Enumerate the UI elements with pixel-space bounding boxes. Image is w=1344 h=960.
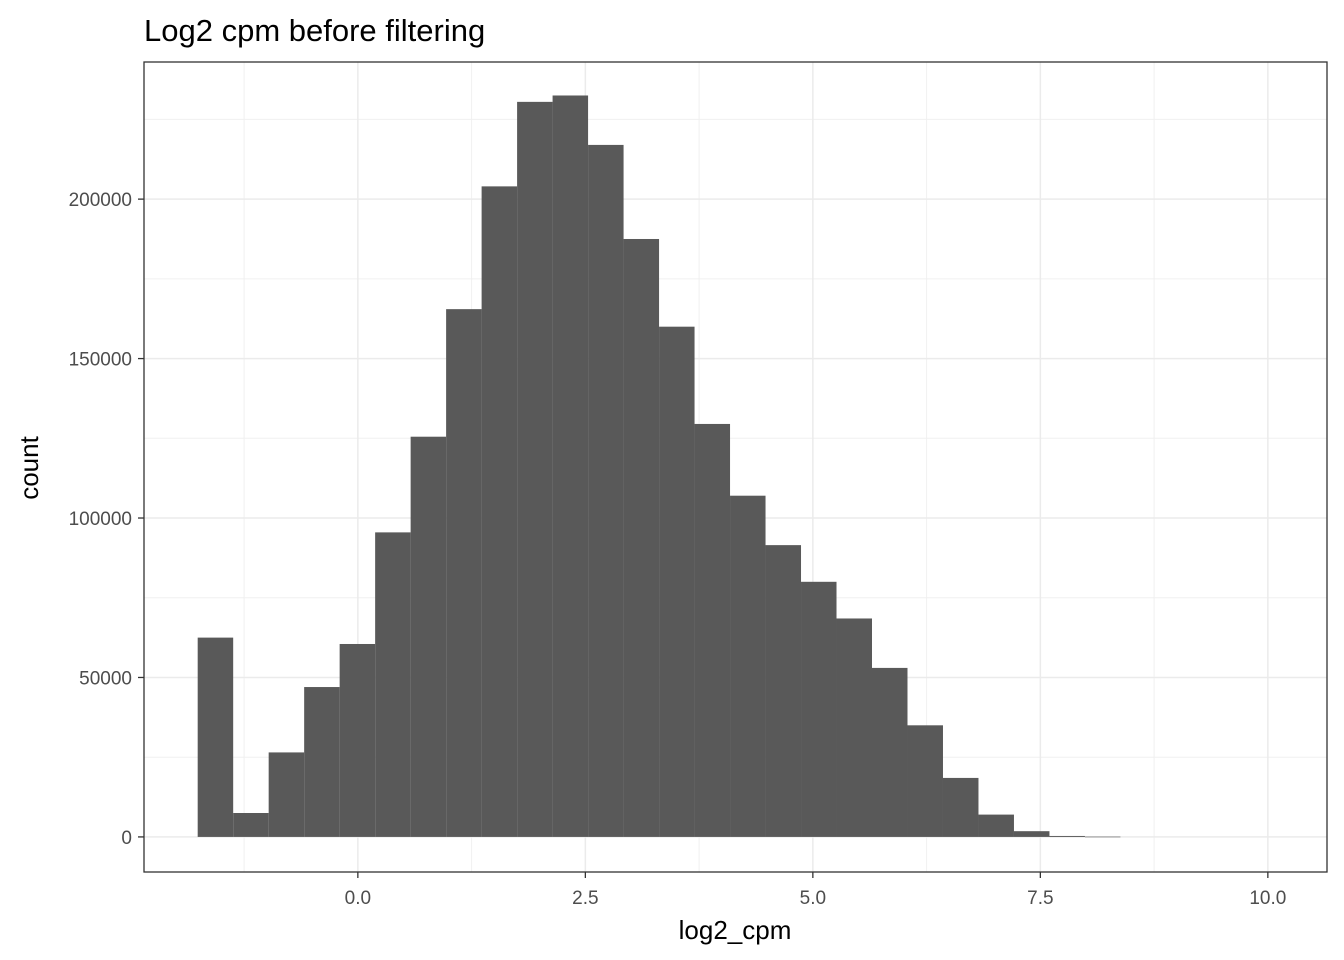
histogram-bar xyxy=(339,643,376,837)
histogram-bar xyxy=(517,101,553,837)
histogram-bar xyxy=(836,618,872,837)
y-tick-label: 100000 xyxy=(69,509,132,530)
histogram-bar xyxy=(1013,831,1050,837)
histogram-bar xyxy=(694,423,731,837)
y-axis: 0 50000 100000 150000 200000 xyxy=(69,190,144,849)
chart-title: Log2 cpm before filtering xyxy=(144,13,485,48)
histogram-bar xyxy=(446,309,482,837)
histogram-bar xyxy=(872,667,908,837)
x-axis: 0.0 2.5 5.0 7.5 10.0 xyxy=(345,872,1286,909)
histogram-bar xyxy=(765,545,802,837)
histogram-bar xyxy=(1084,836,1121,838)
x-tick-label: 0.0 xyxy=(345,888,371,909)
histogram-bar xyxy=(978,814,1014,837)
y-tick-label: 50000 xyxy=(79,668,132,689)
x-tick-label: 10.0 xyxy=(1249,888,1286,909)
histogram-bar xyxy=(410,436,447,837)
panel-border xyxy=(143,61,1328,873)
histogram-bar xyxy=(801,581,837,837)
histogram-bars xyxy=(197,95,1121,838)
histogram-bar xyxy=(588,144,624,837)
x-tick-label: 2.5 xyxy=(572,888,598,909)
y-tick-label: 150000 xyxy=(69,350,132,371)
histogram-bar xyxy=(197,637,234,837)
histogram-bar xyxy=(730,495,766,837)
y-tick-label: 0 xyxy=(121,828,132,849)
x-axis-title: log2_cpm xyxy=(679,915,792,945)
histogram-bar xyxy=(268,752,305,837)
histogram-bar xyxy=(375,532,411,837)
histogram-bar xyxy=(552,95,589,837)
y-tick-label: 200000 xyxy=(69,190,132,211)
y-axis-title: count xyxy=(14,435,44,499)
x-tick-label: 7.5 xyxy=(1027,888,1053,909)
histogram-bar xyxy=(907,725,943,837)
histogram-bar xyxy=(942,777,979,837)
histogram-bar xyxy=(659,326,695,837)
x-tick-label: 5.0 xyxy=(800,888,826,909)
histogram-bar xyxy=(623,238,660,837)
histogram-bar xyxy=(481,186,518,837)
histogram-bar xyxy=(1049,835,1085,837)
histogram-bar xyxy=(233,813,269,837)
histogram-bar xyxy=(304,687,340,837)
